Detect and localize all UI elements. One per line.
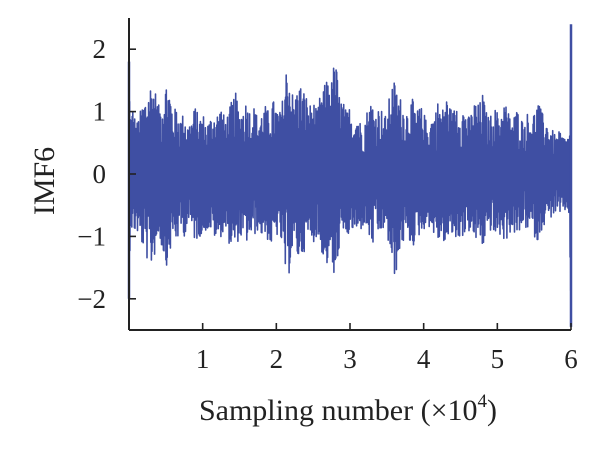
x-tick-label: 1 <box>196 344 210 374</box>
x-ticks: 1 2 3 4 5 6 <box>196 323 578 374</box>
imf6-signal-line <box>128 39 572 292</box>
x-tick-label: 5 <box>491 344 505 374</box>
x-axis-label-text: Sampling number (×10 <box>199 394 478 427</box>
y-tick-label: 1 <box>93 97 107 127</box>
x-axis-label-exponent: 4 <box>478 391 488 412</box>
signal-layer <box>127 24 573 327</box>
x-tick-label: 6 <box>564 344 578 374</box>
y-tick-label: 2 <box>93 34 107 64</box>
x-axis-label: Sampling number (×104) <box>199 391 497 427</box>
y-tick-label: 0 <box>93 159 107 189</box>
y-tick-label: −1 <box>77 221 106 251</box>
x-tick-label: 2 <box>270 344 284 374</box>
x-tick-label: 4 <box>417 344 431 374</box>
y-tick-label: −2 <box>77 284 106 314</box>
x-axis-label-suffix: ) <box>487 394 497 427</box>
y-axis-label: IMF6 <box>28 147 61 215</box>
x-tick-label: 3 <box>343 344 357 374</box>
y-ticks: 2 1 0 −1 −2 <box>77 34 136 314</box>
